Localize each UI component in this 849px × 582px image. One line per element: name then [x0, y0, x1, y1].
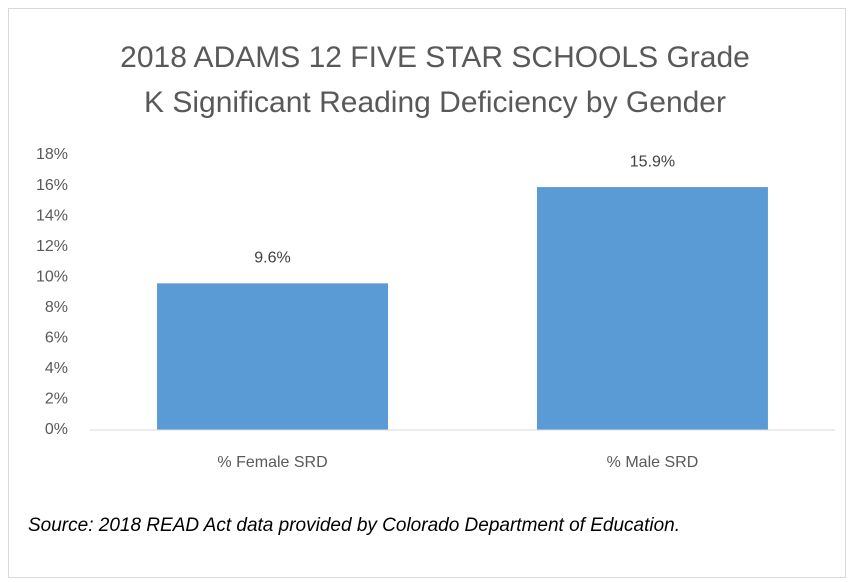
y-tick-label: 2%: [45, 391, 68, 408]
chart-border: [8, 8, 846, 578]
bar: [157, 283, 388, 430]
source-note: Source: 2018 READ Act data provided by C…: [28, 515, 681, 536]
y-tick-label: 10%: [36, 268, 68, 285]
data-label: 15.9%: [630, 153, 675, 170]
data-label: 9.6%: [254, 250, 290, 267]
y-tick-label: 16%: [36, 177, 68, 194]
x-tick-label: % Male SRD: [607, 454, 699, 471]
y-tick-label: 18%: [36, 146, 68, 163]
y-tick-label: 6%: [45, 330, 68, 347]
chart-title: 2018 ADAMS 12 FIVE STAR SCHOOLS Grade K …: [120, 41, 750, 119]
bar: [537, 187, 768, 430]
y-tick-label: 14%: [36, 207, 68, 224]
x-tick-label: % Female SRD: [217, 454, 327, 471]
y-tick-label: 8%: [45, 299, 68, 316]
y-tick-label: 12%: [36, 238, 68, 255]
y-tick-label: 0%: [45, 421, 68, 438]
y-tick-label: 4%: [45, 360, 68, 377]
